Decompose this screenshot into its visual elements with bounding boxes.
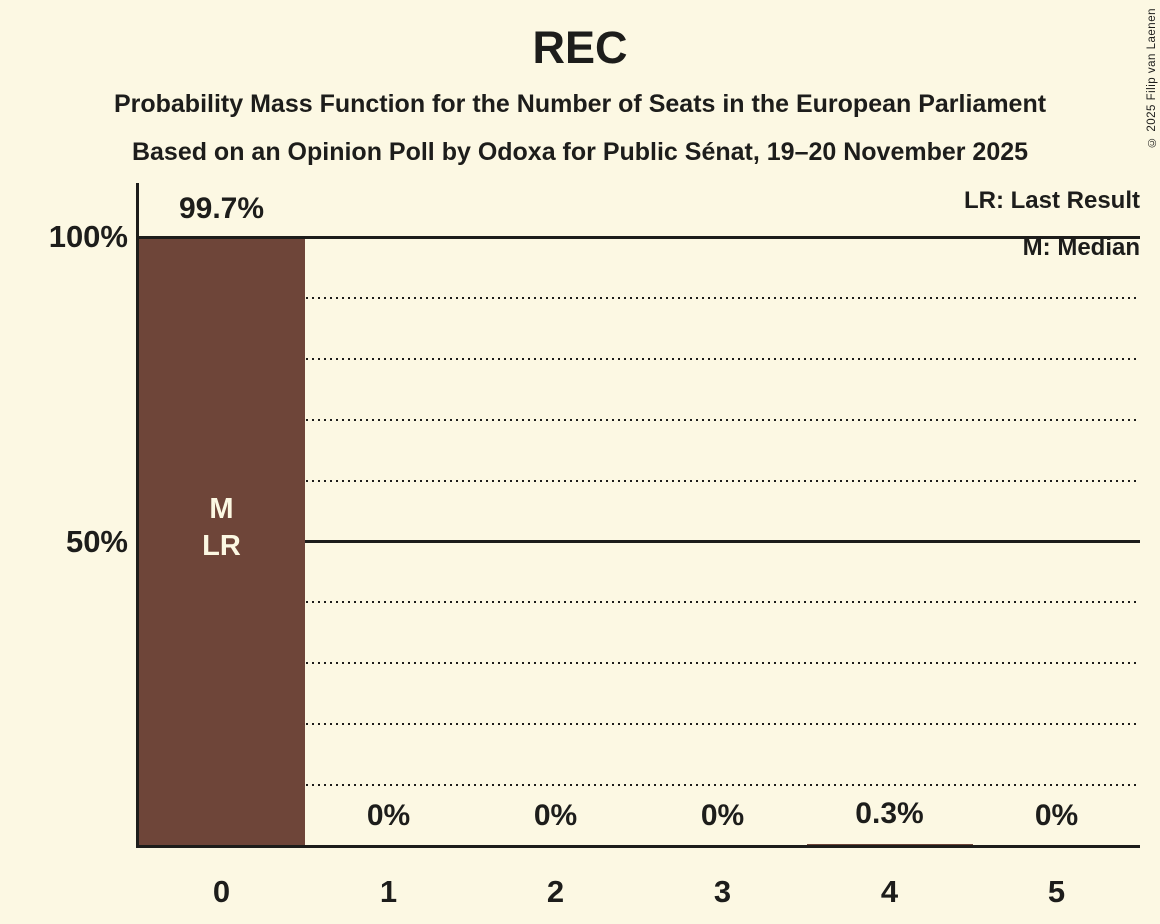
value-label-seats-4: 0.3% xyxy=(855,797,924,830)
x-axis-tick-3: 3 xyxy=(713,874,732,909)
chart-subtitle-line2: Based on an Opinion Poll by Odoxa for Pu… xyxy=(131,138,1029,166)
y-axis-line xyxy=(136,183,139,848)
value-label-seats-1: 0% xyxy=(366,799,411,832)
value-label-seats-3: 0% xyxy=(700,799,745,832)
dotted-gridline-20 xyxy=(138,723,1140,726)
dotted-gridline-30 xyxy=(138,662,1140,665)
bar-annotation-seats-0: M LR xyxy=(138,491,305,565)
x-axis-tick-5: 5 xyxy=(1047,874,1066,909)
x-axis-line xyxy=(136,845,1140,848)
x-axis-tick-1: 1 xyxy=(379,874,398,909)
legend-median: M: Median xyxy=(1022,234,1140,261)
x-axis-tick-0: 0 xyxy=(212,874,231,909)
chart-title: REC xyxy=(532,22,628,73)
legend-last-result: LR: Last Result xyxy=(963,187,1140,214)
dotted-gridline-40 xyxy=(138,601,1140,604)
solid-gridline-100 xyxy=(138,236,1140,239)
x-axis-tick-2: 2 xyxy=(546,874,565,909)
value-label-seats-2: 0% xyxy=(533,799,578,832)
value-label-seats-0: 99.7% xyxy=(178,192,265,225)
dotted-gridline-90 xyxy=(138,296,1140,299)
solid-gridline-50 xyxy=(138,540,1140,543)
bar-annotation-line-lr: LR xyxy=(202,530,241,562)
y-axis-tick-50: 50% xyxy=(65,524,128,559)
value-label-seats-5: 0% xyxy=(1034,799,1079,832)
dotted-gridline-70 xyxy=(138,418,1140,421)
dotted-gridline-60 xyxy=(138,479,1140,482)
dotted-gridline-80 xyxy=(138,357,1140,360)
y-axis-tick-100: 100% xyxy=(48,219,128,254)
x-axis-tick-4: 4 xyxy=(880,874,899,909)
bar-annotation-line-m: M xyxy=(209,493,234,525)
dotted-gridline-10 xyxy=(138,784,1140,787)
chart-subtitle-line1: Probability Mass Function for the Number… xyxy=(113,90,1047,118)
bar-seats-0 xyxy=(139,239,305,846)
copyright-notice: © 2025 Filip van Laenen xyxy=(1146,8,1158,148)
